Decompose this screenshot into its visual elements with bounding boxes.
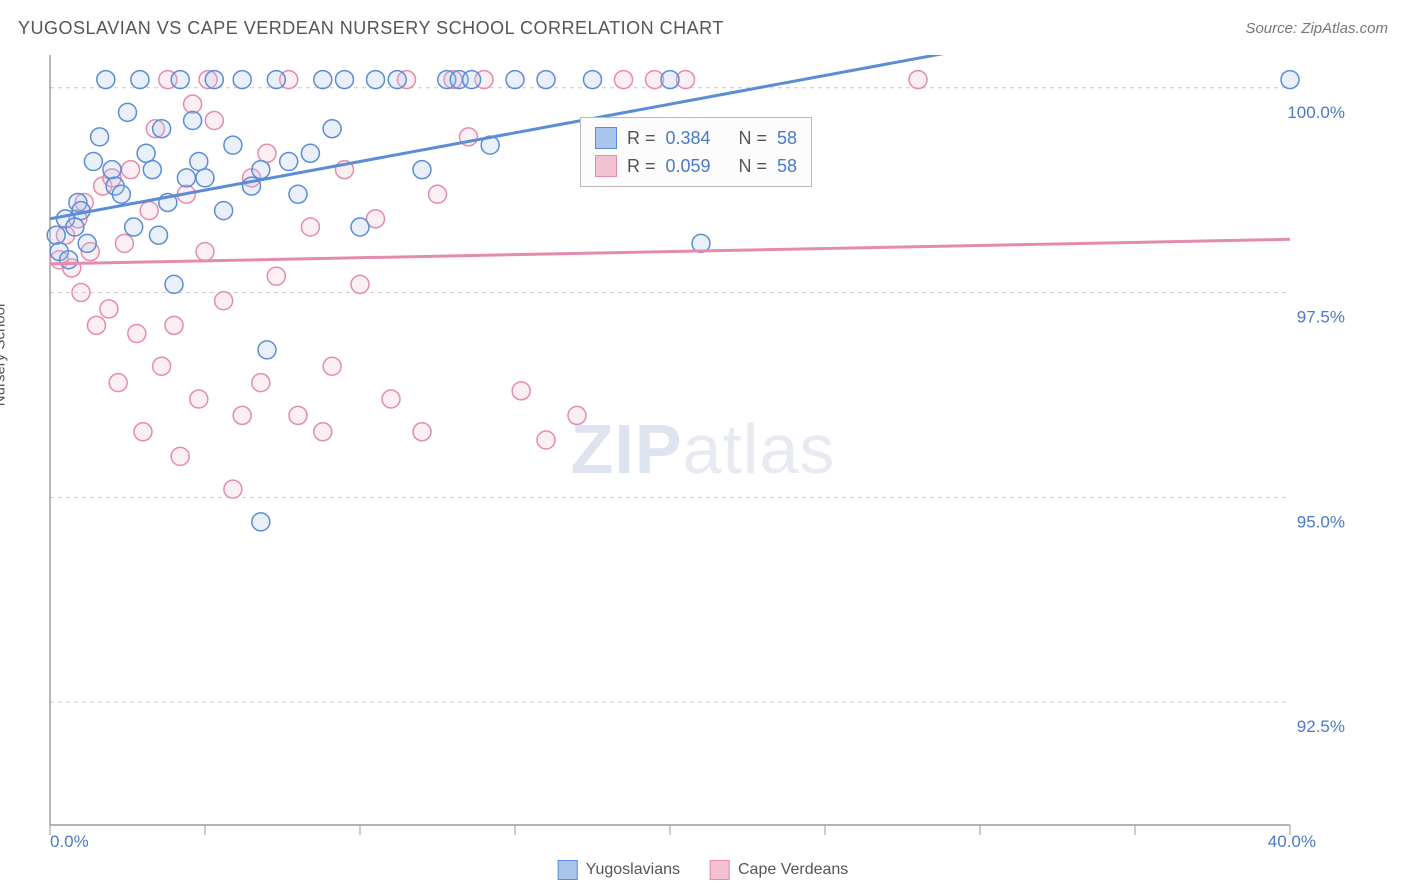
svg-text:95.0%: 95.0% bbox=[1297, 512, 1345, 531]
r-value: 0.059 bbox=[666, 156, 721, 177]
r-label: R = bbox=[627, 128, 656, 149]
stats-row: R = 0.059 N = 58 bbox=[581, 152, 811, 180]
stats-swatch bbox=[595, 155, 617, 177]
header: YUGOSLAVIAN VS CAPE VERDEAN NURSERY SCHO… bbox=[0, 0, 1406, 49]
legend-item: Yugoslavians bbox=[558, 860, 680, 880]
svg-text:97.5%: 97.5% bbox=[1297, 308, 1345, 327]
x-min-label: 0.0% bbox=[50, 832, 89, 852]
legend-label: Yugoslavians bbox=[586, 861, 680, 879]
svg-text:92.5%: 92.5% bbox=[1297, 717, 1345, 736]
x-axis-end-labels: 0.0% 40.0% bbox=[50, 832, 1316, 852]
stats-row: R = 0.384 N = 58 bbox=[581, 124, 811, 152]
n-value: 58 bbox=[777, 156, 797, 177]
x-max-label: 40.0% bbox=[1268, 832, 1316, 852]
chart-area: Nursery School 92.5%95.0%97.5%100.0% ZIP… bbox=[10, 55, 1396, 842]
svg-text:100.0%: 100.0% bbox=[1287, 103, 1345, 122]
n-label: N = bbox=[739, 156, 768, 177]
legend-label: Cape Verdeans bbox=[738, 861, 848, 879]
legend-item: Cape Verdeans bbox=[710, 860, 848, 880]
y-axis-label: Nursery School bbox=[0, 303, 9, 406]
source-label: Source: ZipAtlas.com bbox=[1245, 20, 1388, 37]
r-label: R = bbox=[627, 156, 656, 177]
n-label: N = bbox=[739, 128, 768, 149]
n-value: 58 bbox=[777, 128, 797, 149]
stats-legend-box: R = 0.384 N = 58 R = 0.059 N = 58 bbox=[580, 117, 812, 187]
legend-bottom: Yugoslavians Cape Verdeans bbox=[558, 860, 849, 880]
legend-swatch bbox=[710, 860, 730, 880]
legend-swatch bbox=[558, 860, 578, 880]
chart-title: YUGOSLAVIAN VS CAPE VERDEAN NURSERY SCHO… bbox=[18, 18, 724, 39]
stats-swatch bbox=[595, 127, 617, 149]
r-value: 0.384 bbox=[666, 128, 721, 149]
